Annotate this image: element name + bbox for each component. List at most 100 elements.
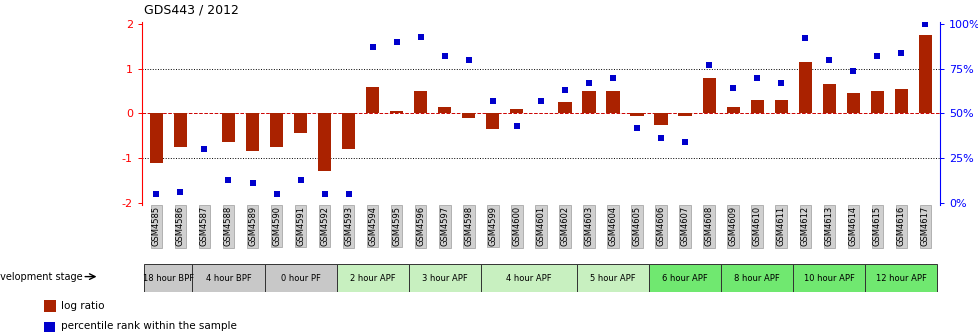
Point — [413, 34, 428, 39]
Text: GSM4591: GSM4591 — [295, 206, 305, 246]
Bar — [193, 264, 264, 292]
Bar — [846, 93, 859, 114]
Text: GSM4613: GSM4613 — [823, 206, 833, 246]
Bar — [582, 91, 595, 114]
Text: GSM4595: GSM4595 — [392, 206, 401, 246]
Point — [868, 53, 884, 59]
Point — [317, 191, 333, 197]
Bar — [389, 111, 403, 114]
Bar — [44, 322, 56, 332]
Text: GSM4592: GSM4592 — [320, 206, 329, 246]
Text: GSM4593: GSM4593 — [344, 206, 353, 246]
Bar — [414, 91, 427, 114]
Bar — [865, 264, 937, 292]
Point — [268, 191, 284, 197]
Text: GSM4588: GSM4588 — [224, 206, 233, 246]
Point — [916, 22, 932, 27]
Bar — [318, 114, 331, 171]
Text: GSM4604: GSM4604 — [608, 206, 617, 246]
Bar — [726, 107, 739, 114]
Point — [172, 189, 188, 195]
Point — [604, 75, 620, 80]
Text: GSM4602: GSM4602 — [559, 206, 569, 246]
Bar — [918, 35, 931, 114]
Bar — [408, 264, 480, 292]
Text: 3 hour APF: 3 hour APF — [422, 274, 467, 283]
Text: log ratio: log ratio — [61, 301, 105, 311]
Bar — [174, 114, 187, 147]
Point — [677, 139, 692, 145]
Bar — [822, 84, 835, 114]
Text: 4 hour BPF: 4 hour BPF — [205, 274, 251, 283]
Point — [581, 80, 597, 86]
Text: GSM4607: GSM4607 — [680, 206, 689, 246]
Text: GSM4596: GSM4596 — [416, 206, 424, 246]
Point — [893, 50, 909, 55]
Point — [725, 86, 740, 91]
Bar — [438, 107, 451, 114]
Bar — [264, 264, 336, 292]
Text: GSM4614: GSM4614 — [848, 206, 857, 246]
Point — [532, 98, 548, 103]
Bar — [293, 114, 307, 133]
Bar — [480, 264, 576, 292]
Point — [220, 177, 236, 182]
Point — [797, 36, 813, 41]
Point — [461, 57, 476, 62]
Bar — [678, 114, 691, 116]
Point — [149, 191, 164, 197]
Bar — [557, 102, 571, 114]
Text: development stage: development stage — [0, 271, 82, 282]
Text: GSM4615: GSM4615 — [872, 206, 881, 246]
Bar — [721, 264, 792, 292]
Text: 10 hour APF: 10 hour APF — [803, 274, 854, 283]
Bar — [869, 91, 883, 114]
Text: GSM4609: GSM4609 — [728, 206, 736, 246]
Point — [629, 125, 645, 130]
Text: 0 hour PF: 0 hour PF — [281, 274, 320, 283]
Text: 4 hour APF: 4 hour APF — [506, 274, 552, 283]
Text: 8 hour APF: 8 hour APF — [734, 274, 779, 283]
Text: GSM4585: GSM4585 — [152, 206, 160, 246]
Point — [556, 87, 572, 93]
Point — [244, 180, 260, 186]
Point — [340, 191, 356, 197]
Text: 5 hour APF: 5 hour APF — [590, 274, 635, 283]
Text: GSM4616: GSM4616 — [896, 206, 905, 246]
Point — [509, 123, 524, 129]
Text: GSM4612: GSM4612 — [800, 206, 809, 246]
Bar — [270, 114, 283, 147]
Text: 18 hour BPF: 18 hour BPF — [143, 274, 194, 283]
Text: GSM4606: GSM4606 — [656, 206, 665, 246]
Bar — [245, 114, 259, 151]
Bar — [648, 264, 721, 292]
Point — [484, 98, 500, 103]
Text: GSM4586: GSM4586 — [176, 206, 185, 246]
Bar — [510, 109, 523, 114]
Bar — [605, 91, 619, 114]
Point — [292, 177, 308, 182]
Bar — [366, 87, 378, 114]
Bar — [894, 89, 907, 114]
Bar — [150, 114, 162, 163]
Text: 12 hour APF: 12 hour APF — [875, 274, 926, 283]
Text: 2 hour APF: 2 hour APF — [349, 274, 395, 283]
Text: GSM4600: GSM4600 — [511, 206, 521, 246]
Point — [700, 62, 716, 68]
Bar — [486, 114, 499, 129]
Text: GSM4597: GSM4597 — [440, 206, 449, 246]
Text: GSM4608: GSM4608 — [704, 206, 713, 246]
Text: GSM4605: GSM4605 — [632, 206, 641, 246]
Text: 6 hour APF: 6 hour APF — [661, 274, 707, 283]
Bar — [792, 264, 865, 292]
Text: GSM4594: GSM4594 — [368, 206, 377, 246]
Point — [197, 146, 212, 152]
Point — [821, 57, 836, 62]
Point — [365, 45, 380, 50]
Text: GSM4603: GSM4603 — [584, 206, 593, 246]
Text: GSM4598: GSM4598 — [464, 206, 472, 246]
Text: GSM4590: GSM4590 — [272, 206, 281, 246]
Text: percentile rank within the sample: percentile rank within the sample — [61, 322, 237, 331]
Point — [436, 53, 452, 59]
Text: GSM4610: GSM4610 — [752, 206, 761, 246]
